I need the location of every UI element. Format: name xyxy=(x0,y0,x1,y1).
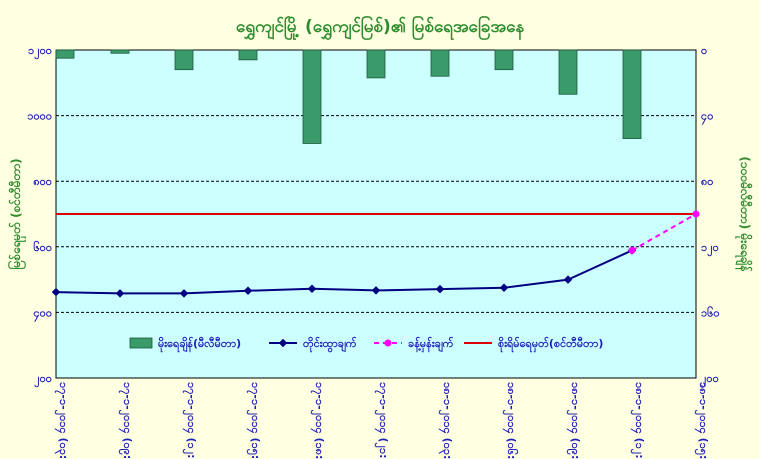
measured-line xyxy=(55,249,633,295)
legend-label: မိုးရေချိန်(မီလီမီတာ) xyxy=(158,336,241,353)
x-tick-label: ၁၈-၁-၂၀၁၄ (၁၅:၃၀) xyxy=(694,382,710,459)
y-left-tick-label: ၁၂၀၀ xyxy=(28,44,52,60)
rainfall-bar xyxy=(110,49,130,54)
y-right-tick-label: ၄၀ xyxy=(701,110,713,126)
x-tick-label: ၁၇-၁-၂၀၁၄ (၁၅:၃၀) xyxy=(246,382,262,459)
x-tick-label: ၁၈-၁-၂၀၁၄ (၀၆:၃၀) xyxy=(502,382,518,459)
rainfall-bar xyxy=(430,49,450,77)
y-left-tick-label: ၁၀၀၀ xyxy=(27,110,52,123)
forecast-point xyxy=(628,246,636,254)
y-axis-left-title: မြစ်ရေမှတ် (စင်တီမီတာ) xyxy=(6,158,27,269)
line-points xyxy=(51,210,700,298)
x-tick-label: ၁၈-၁-၂၀၁၄ (၁၂:၃၀) xyxy=(630,382,646,459)
measured-point xyxy=(499,283,509,293)
rainfall-bar xyxy=(238,49,258,61)
y-left-tick-label: ၆၀၀ xyxy=(33,241,52,254)
forecast-point xyxy=(692,210,700,218)
rainfall-bar xyxy=(622,49,642,139)
x-tick-label: ၁၈-၁-၂၀၁၄ (၀၃:၃၀) xyxy=(438,382,454,459)
y-right-tick-label: ၀ xyxy=(701,44,707,57)
y-right-tick-label: ၈၀ xyxy=(701,175,713,188)
rainfall-bar xyxy=(558,49,578,95)
y-axis-left-ticks: ၂၀၀ ၄၀၀ ၆၀၀ ၈၀၀ ၁၀၀၀ ၁၂၀၀ xyxy=(27,44,52,388)
measured-point xyxy=(563,275,573,284)
x-tick-label: ၁၇-၁-၂၀၁၄ (၂၁:၃၀) xyxy=(374,382,390,459)
legend-label: တိုင်းထွာချက် xyxy=(303,336,357,353)
rainfall-bars xyxy=(55,49,642,144)
y-left-tick-label: ၈၀၀ xyxy=(33,175,52,188)
chart-title: ရွှေကျင်မြို့ (ရွှေကျင်မြစ်)၏ မြစ်ရေအခြေ… xyxy=(236,14,525,41)
measured-point xyxy=(51,287,61,297)
x-tick-label: ၁၈-၁-၂၀၁၄ (၀၉:၃၀) xyxy=(566,382,582,459)
x-axis-ticks: ၁၇-၁-၂၀၁၄ (၀၃:၃၀) ၁၇-၁-၂၀၁၄ (၀၉:၃၀) ၁၇-၁-၂… xyxy=(54,382,710,459)
x-tick-label: ၁၇-၁-၂၀၁၄ (၁၂:၃၀) xyxy=(182,382,198,459)
legend-marker-measured xyxy=(278,338,288,348)
legend-swatch-rainfall xyxy=(129,337,153,349)
rainfall-bar xyxy=(302,49,322,144)
rainfall-bar xyxy=(494,49,514,71)
legend-marker-forecast xyxy=(384,339,392,347)
forecast-line xyxy=(631,213,697,252)
y-right-tick-label: ၂၀၀ xyxy=(701,372,719,388)
rainfall-bar xyxy=(366,49,386,79)
measured-point xyxy=(435,284,445,294)
x-tick-label: ၁၇-၁-၂၀၁၄ (၁၈:၃၀) xyxy=(310,382,326,459)
y-axis-right-title: (၁၀၀မီလီမီတာ) မိုးရေချိန် xyxy=(734,156,754,272)
x-tick-label: ၁၇-၁-၂၀၁၄ (၀၉:၃၀) xyxy=(118,382,134,459)
legend-label: ခန့်မှန်းချက် xyxy=(408,336,454,353)
legend-label: စိုးရိမ်ရေမှတ်(စင်တီမီတာ) xyxy=(498,336,603,353)
y-right-tick-label: ၁၆၀ xyxy=(701,306,720,319)
rainfall-bar xyxy=(174,49,194,71)
measured-point xyxy=(307,284,317,294)
x-tick-label: ၁၇-၁-၂၀၁၄ (၀၃:၃၀) xyxy=(54,382,70,459)
measured-point xyxy=(115,289,125,298)
legend: မိုးရေချိန်(မီလီမီတာ) တိုင်းထွာချက် ခန့်မှ… xyxy=(129,336,603,353)
grid-lines xyxy=(56,115,696,313)
rainfall-bar xyxy=(55,49,75,59)
measured-point xyxy=(179,289,189,298)
y-left-tick-label: ၄၀၀ xyxy=(33,306,52,322)
water-level-lines xyxy=(55,213,697,295)
y-left-tick-label: ၂၀၀ xyxy=(34,372,52,388)
measured-point xyxy=(371,286,381,295)
y-right-tick-label: ၁၂၀ xyxy=(701,241,719,257)
measured-point xyxy=(243,286,253,295)
